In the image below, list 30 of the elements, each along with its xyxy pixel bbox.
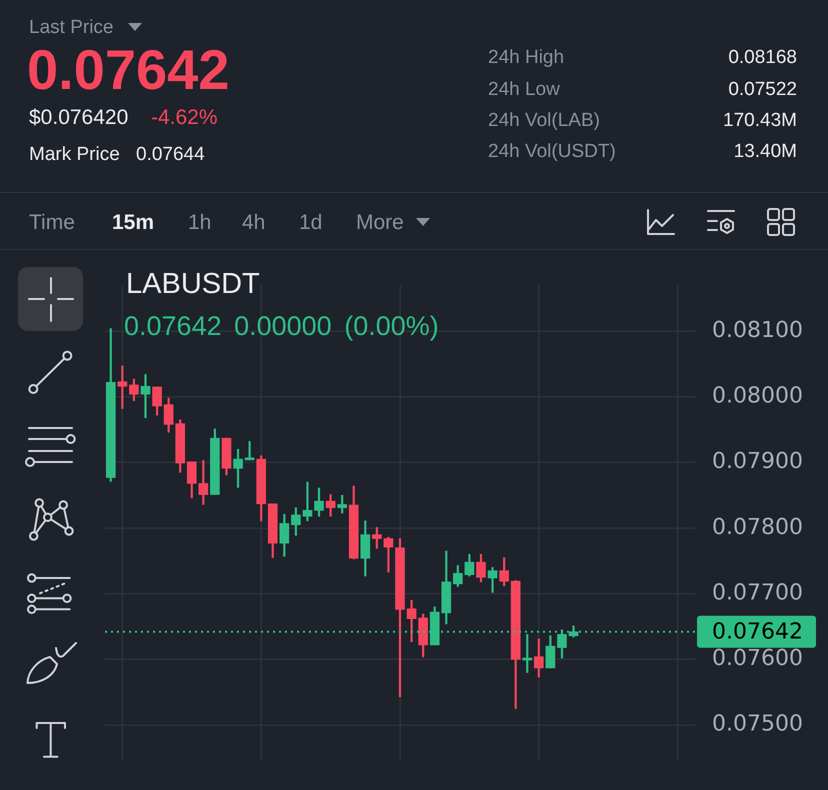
text: More — [356, 211, 404, 234]
y-tick-label: 0.08000 — [712, 384, 803, 409]
text: 0.08168 — [728, 46, 797, 68]
chart-title: LABUSDT — [126, 268, 260, 300]
text: 0.07644 — [136, 144, 205, 165]
text: Time — [29, 211, 75, 234]
text: 13.40M — [734, 140, 797, 162]
text: 0.07642 — [27, 38, 230, 102]
text: 24h High — [488, 46, 564, 68]
text: $0.076420 — [29, 106, 128, 130]
y-tick-label: 0.07600 — [712, 646, 803, 672]
text: 15m — [112, 211, 154, 234]
text: 4h — [242, 211, 266, 234]
text: 1d — [299, 211, 322, 234]
text: Mark Price — [29, 144, 120, 165]
text: 0.07642 0.00000 (0.00%) — [124, 311, 439, 342]
y-tick-label: 0.07700 — [712, 580, 803, 606]
text: -4.62% — [151, 106, 218, 130]
text: 24h Vol(LAB) — [488, 110, 600, 131]
ref-line-label: 0.07642 — [712, 620, 803, 645]
text: 1h — [188, 211, 212, 234]
y-tick-label: 0.08100 — [712, 318, 803, 343]
text: Last Price — [29, 16, 114, 38]
text: 170.43M — [723, 110, 797, 131]
y-tick-label: 0.07800 — [712, 514, 803, 540]
y-tick-label: 0.07500 — [712, 712, 803, 737]
y-tick-label: 0.07900 — [712, 449, 803, 474]
text: 24h Low — [488, 78, 560, 100]
text: 0.07522 — [728, 78, 797, 100]
text: 24h Vol(USDT) — [488, 140, 616, 162]
